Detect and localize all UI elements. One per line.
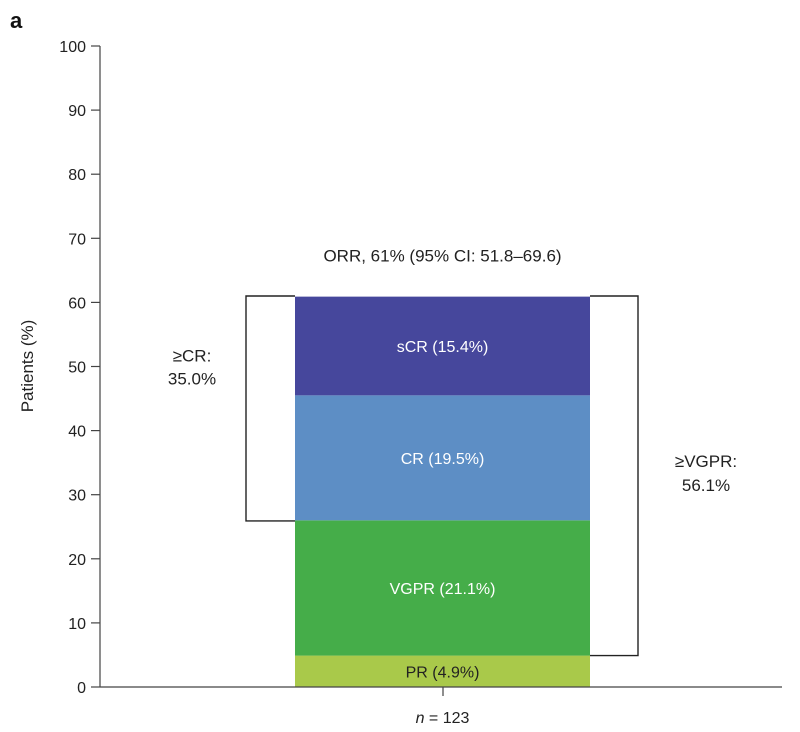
segment-labels: PR (4.9%) VGPR (21.1%) CR (19.5%) sCR (15.4… bbox=[390, 339, 496, 681]
ge-cr-bracket bbox=[245, 295, 295, 522]
ge-cr-value: 35.0% bbox=[168, 369, 216, 388]
y-axis-label: Patients (%) bbox=[18, 320, 37, 413]
brackets bbox=[245, 295, 639, 657]
y-tick-label: 90 bbox=[68, 103, 86, 120]
x-tick-label-count: = 123 bbox=[424, 710, 469, 727]
segment-label-cr: CR (19.5%) bbox=[401, 451, 485, 468]
ge-vgpr-value: 56.1% bbox=[682, 476, 730, 495]
y-axis: 0 10 20 30 40 50 60 70 80 90 100 bbox=[59, 39, 101, 697]
bar-segment-scr bbox=[295, 296, 590, 396]
y-tick-label: 80 bbox=[68, 167, 86, 184]
y-tick-label: 100 bbox=[59, 39, 86, 56]
bar-segment-cr bbox=[295, 395, 590, 521]
y-tick-label: 70 bbox=[68, 231, 86, 248]
y-tick-label: 60 bbox=[68, 295, 86, 312]
x-tick-label: n = 123 bbox=[416, 710, 470, 727]
x-tick-label-n: n bbox=[416, 710, 425, 727]
bar-segments bbox=[295, 296, 590, 687]
ge-vgpr-bracket bbox=[590, 295, 639, 657]
orr-annotation: ORR, 61% (95% CI: 51.8–69.6) bbox=[323, 247, 561, 266]
ge-cr-label: ≥CR: bbox=[173, 346, 212, 365]
y-tick-label: 40 bbox=[68, 424, 86, 441]
y-tick-label: 30 bbox=[68, 488, 86, 505]
segment-label-pr: PR (4.9%) bbox=[406, 664, 480, 681]
segment-label-vgpr: VGPR (21.1%) bbox=[390, 581, 496, 598]
y-tick-label: 0 bbox=[77, 680, 86, 697]
y-tick-label: 20 bbox=[68, 552, 86, 569]
y-tick-label: 50 bbox=[68, 360, 86, 377]
bar-segment-pr bbox=[295, 655, 590, 687]
segment-label-scr: sCR (15.4%) bbox=[397, 339, 489, 356]
y-tick-label: 10 bbox=[68, 616, 86, 633]
ge-vgpr-label: ≥VGPR: bbox=[675, 452, 737, 471]
bar-segment-vgpr bbox=[295, 520, 590, 656]
panel-letter: a bbox=[10, 8, 23, 33]
